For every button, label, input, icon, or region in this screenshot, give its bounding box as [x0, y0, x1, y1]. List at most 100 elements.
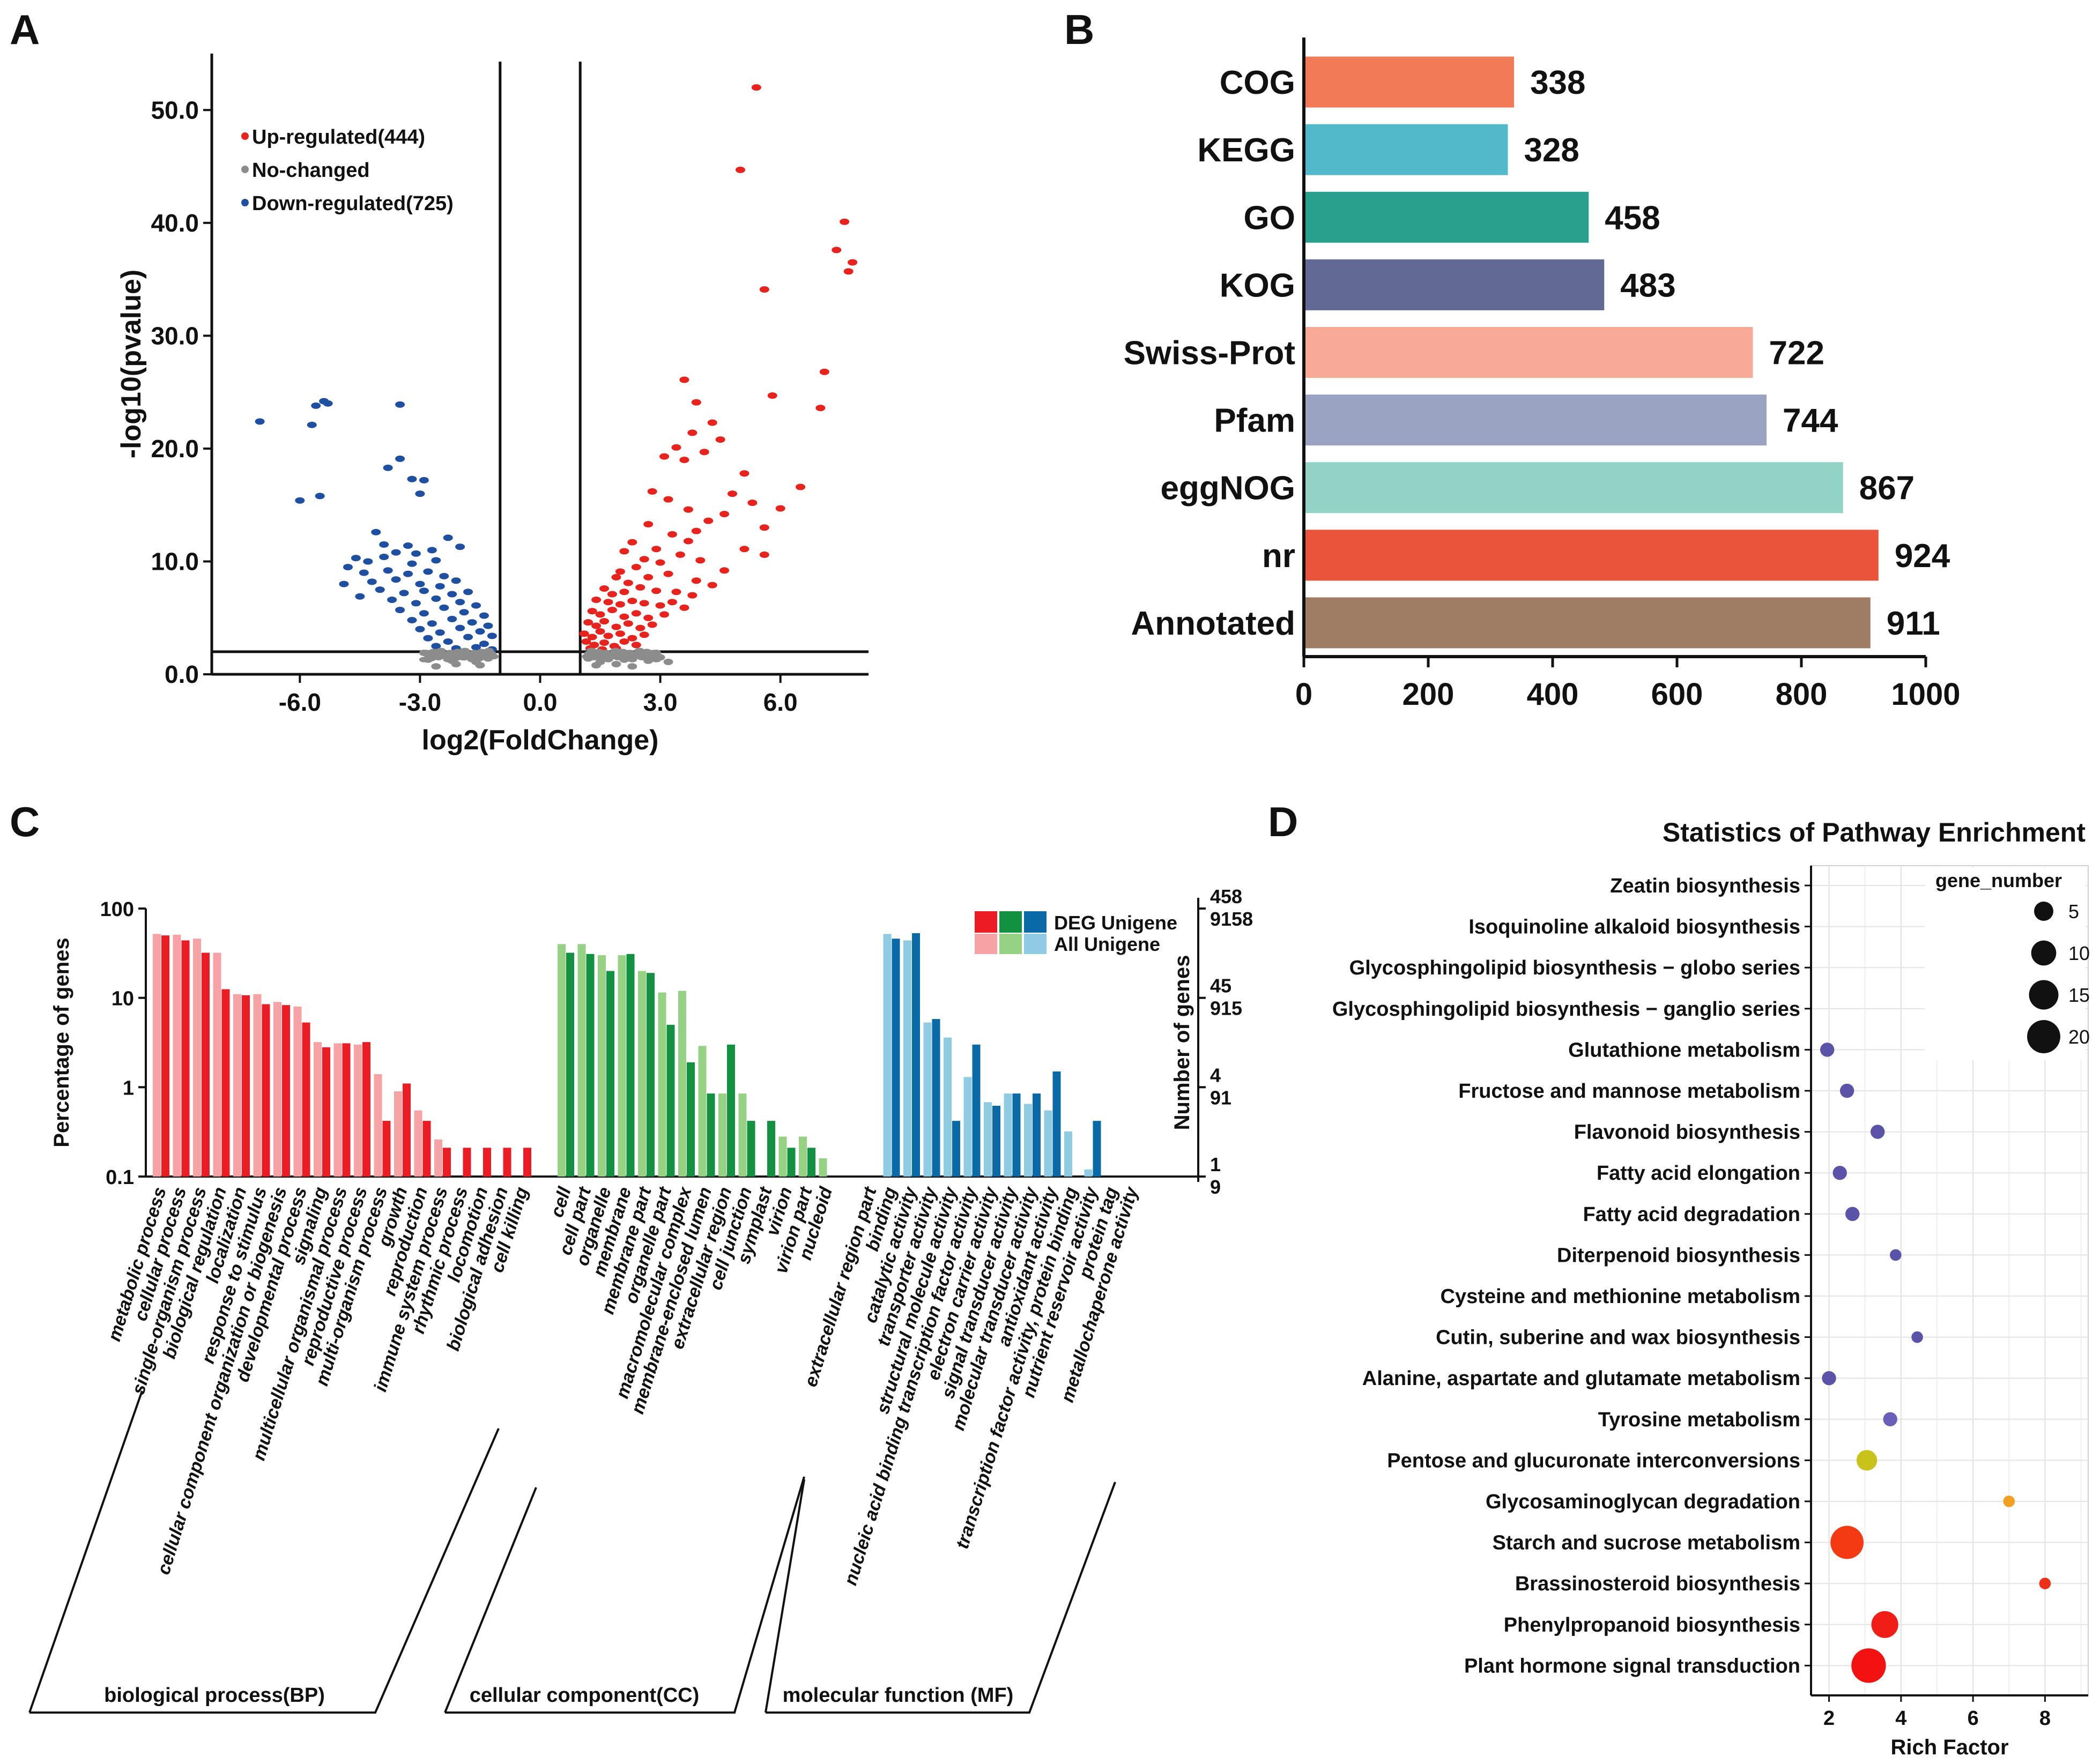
bar-pfam: [1304, 395, 1767, 446]
pathway-label: Pentose and glucuronate interconversions: [1387, 1449, 1800, 1472]
point-up-regulated: [635, 584, 645, 591]
bar-all-unigene: [253, 994, 262, 1177]
bar-all-unigene: [778, 1136, 787, 1177]
point-up-regulated: [587, 608, 597, 615]
point-down-regulated: [343, 563, 353, 570]
point-up-regulated: [579, 630, 589, 637]
enrichment-point: [1871, 1125, 1885, 1139]
point-down-regulated: [439, 572, 449, 579]
bar-all-unigene: [273, 1002, 281, 1177]
y-tick-label: 10: [112, 988, 134, 1010]
point-down-regulated: [455, 624, 465, 631]
y-tick-label: 1: [123, 1077, 134, 1099]
bar-all-unigene: [678, 991, 686, 1177]
point-up-regulated: [759, 524, 769, 531]
bar-deg-unigene: [626, 954, 635, 1177]
point-no-changed: [450, 656, 461, 661]
point-down-regulated: [395, 455, 405, 462]
bar-deg-unigene: [503, 1148, 511, 1177]
bar-all-unigene: [354, 1044, 362, 1177]
y-tick-label: 0.1: [106, 1166, 134, 1189]
point-up-regulated: [643, 520, 654, 527]
point-up-regulated: [627, 539, 637, 546]
point-no-changed: [481, 654, 492, 660]
pathway-label: Tyrosine metabolism: [1598, 1409, 1800, 1431]
point-up-regulated: [639, 556, 649, 563]
group-bracket-edge: [765, 1479, 805, 1713]
bar-all-unigene: [1004, 1093, 1012, 1177]
enrichment-point: [1871, 1611, 1898, 1638]
enrichment-point: [1911, 1331, 1923, 1343]
point-up-regulated: [643, 614, 654, 621]
point-no-changed: [475, 662, 485, 669]
point-up-regulated: [691, 577, 701, 584]
bar-all-unigene: [434, 1139, 442, 1177]
x-tick-label: 4: [1895, 1707, 1906, 1730]
point-down-regulated: [459, 609, 469, 616]
point-up-regulated: [607, 591, 617, 598]
y-tick-label: 40.0: [151, 209, 199, 237]
point-no-changed: [451, 661, 461, 668]
point-down-regulated: [379, 554, 389, 561]
point-down-regulated: [423, 635, 433, 642]
bar-all-unigene: [923, 1022, 932, 1177]
point-up-regulated: [728, 490, 738, 497]
point-down-regulated: [359, 569, 369, 576]
point-no-changed: [613, 654, 623, 660]
point-down-regulated: [315, 493, 325, 500]
point-up-regulated: [631, 642, 641, 649]
category-label: eggNOG: [1161, 470, 1295, 507]
bar-deg-unigene: [807, 1148, 815, 1177]
panel-label-d: D: [1268, 798, 1298, 845]
point-up-regulated: [655, 559, 665, 566]
x-tick-label: 800: [1776, 677, 1828, 712]
y2-tick-label: 45: [1210, 975, 1231, 997]
group-bracket-edge: [444, 1487, 537, 1713]
point-no-changed: [457, 654, 468, 660]
point-down-regulated: [455, 599, 465, 606]
bar-all-unigene: [1044, 1110, 1052, 1177]
point-down-regulated: [387, 597, 397, 604]
bar-all-unigene: [333, 1043, 342, 1177]
bar-all-unigene: [883, 934, 892, 1177]
pathway-label: Glutathione metabolism: [1568, 1039, 1800, 1061]
bar-deg-unigene: [707, 1093, 715, 1177]
point-down-regulated: [407, 616, 417, 623]
point-up-regulated: [627, 635, 637, 642]
chart-title: Statistics of Pathway Enrichment: [1663, 817, 2086, 847]
point-up-regulated: [691, 527, 701, 534]
point-down-regulated: [467, 619, 477, 626]
point-up-regulated: [843, 268, 854, 275]
point-down-regulated: [427, 620, 437, 627]
category-label: KEGG: [1197, 132, 1295, 169]
bar-all-unigene: [558, 944, 566, 1177]
bar-deg-unigene: [727, 1044, 735, 1177]
point-down-regulated: [403, 542, 413, 549]
bar-deg-unigene: [1033, 1093, 1041, 1177]
y2-tick-label: 91: [1210, 1086, 1231, 1108]
point-down-regulated: [415, 580, 425, 587]
bar-all-unigene: [963, 1077, 972, 1177]
size-legend-label: 5: [2068, 900, 2079, 922]
point-up-regulated: [663, 496, 673, 503]
bar-go: [1304, 191, 1589, 243]
point-up-regulated: [663, 570, 673, 577]
point-up-regulated: [615, 568, 625, 575]
point-no-changed: [663, 658, 673, 665]
group-label: cellular component(CC): [470, 1684, 700, 1707]
point-no-changed: [488, 653, 499, 659]
point-up-regulated: [667, 531, 677, 538]
bar-deg-unigene: [1012, 1093, 1021, 1177]
value-label: 911: [1887, 605, 1940, 642]
point-up-regulated: [703, 517, 714, 524]
bar-deg-unigene: [483, 1148, 491, 1177]
point-down-regulated: [431, 557, 441, 564]
bar-all-unigene: [598, 955, 606, 1177]
point-up-regulated: [655, 602, 665, 609]
value-label: 722: [1769, 335, 1824, 372]
category-label: COG: [1220, 64, 1295, 101]
point-up-regulated: [587, 634, 597, 641]
point-up-regulated: [615, 630, 625, 637]
point-up-regulated: [848, 259, 858, 266]
legend-swatch-all: [975, 934, 997, 954]
